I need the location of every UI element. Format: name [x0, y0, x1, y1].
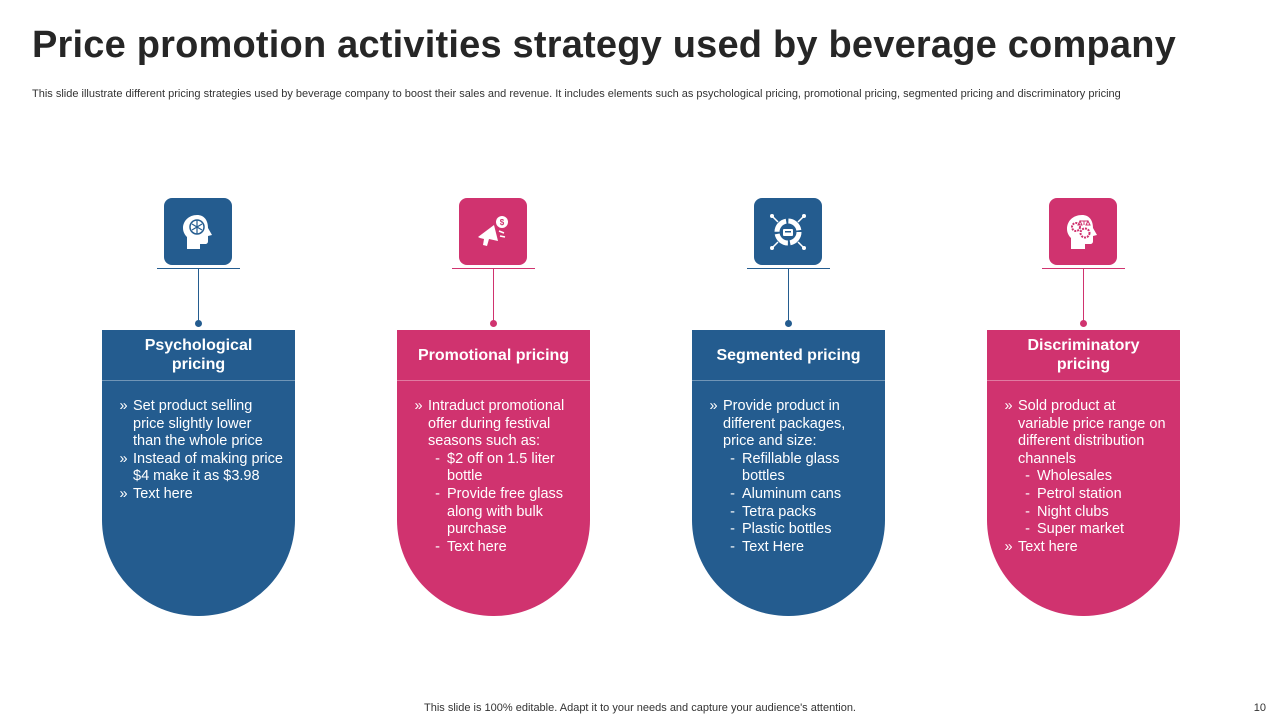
megaphone-icon: $ — [478, 215, 508, 246]
card-list: » Sold product at variable price range on… — [987, 381, 1180, 556]
list-item: - Text here — [435, 538, 507, 555]
connector-dot — [1080, 320, 1087, 327]
list-item: » Text here — [1004, 538, 1078, 555]
connector-line — [788, 269, 789, 322]
card-promotional-pricing: $ Promotional pricing » Intraduct promoti… — [397, 198, 590, 618]
connector-dot — [490, 320, 497, 327]
icon-underline — [452, 268, 535, 269]
list-item: » Text here — [119, 485, 193, 502]
connector-line — [493, 269, 494, 322]
card-body: Segmented pricing » Provide product in di… — [692, 330, 885, 616]
card-list: » Set product selling price slightly lowe… — [102, 381, 295, 504]
card-body: Psychological pricing » Set product selli… — [102, 330, 295, 616]
icon-box — [164, 198, 232, 265]
icon-box — [754, 198, 822, 265]
list-item: - Wholesales — [1025, 468, 1112, 485]
head-gears-scale-icon — [1067, 214, 1097, 249]
segment-target-icon — [770, 213, 806, 250]
card-body: Discriminatory pricing » Sold product at … — [987, 330, 1180, 616]
list-item: - Provide free glass along with bulk purc… — [435, 485, 564, 538]
page-number: 10 — [1253, 702, 1266, 714]
list-item: - Aluminum cans — [730, 485, 842, 502]
connector-line — [198, 269, 199, 322]
connector-dot — [195, 320, 202, 327]
list-item: - Tetra packs — [730, 503, 817, 520]
list-item: - Refillable glass bottles — [730, 450, 840, 485]
list-item: - Petrol station — [1025, 485, 1122, 502]
icon-underline — [157, 268, 240, 269]
card-psychological-pricing: Psychological pricing » Set product selli… — [102, 198, 295, 618]
connector-dot — [785, 320, 792, 327]
list-item: - Text Here — [730, 538, 805, 555]
footer-note: This slide is 100% editable. Adapt it to… — [424, 702, 856, 714]
svg-text:$: $ — [500, 218, 505, 227]
icon-underline — [1042, 268, 1125, 269]
list-item: » Set product selling price slightly lowe… — [119, 398, 263, 450]
card-list: » Provide product in different packages, … — [692, 381, 885, 556]
card-heading: Segmented pricing — [692, 330, 885, 381]
card-heading: Promotional pricing — [397, 330, 590, 381]
list-item: » Intraduct promotional offer during fest… — [414, 398, 565, 450]
icon-box — [1049, 198, 1117, 265]
card-body: Promotional pricing » Intraduct promotion… — [397, 330, 590, 616]
card-segmented-pricing: Segmented pricing » Provide product in di… — [692, 198, 885, 618]
page-title: Price promotion activities strategy used… — [32, 24, 1176, 66]
page-subtitle: This slide illustrate different pricing … — [32, 88, 1121, 100]
icon-underline — [747, 268, 830, 269]
connector-line — [1083, 269, 1084, 322]
list-item: » Instead of making price $4 make it as $… — [119, 450, 283, 485]
list-item: » Sold product at variable price range on… — [1004, 398, 1166, 467]
list-item: - Super market — [1025, 521, 1125, 538]
list-item: - Night clubs — [1025, 503, 1109, 520]
card-discriminatory-pricing: Discriminatory pricing » Sold product at … — [987, 198, 1180, 618]
list-item: - Plastic bottles — [730, 521, 832, 538]
card-list: » Intraduct promotional offer during fest… — [397, 381, 590, 556]
list-item: » Provide product in different packages, … — [709, 398, 846, 450]
card-heading: Psychological pricing — [102, 330, 295, 381]
card-heading: Discriminatory pricing — [987, 330, 1180, 381]
list-item: - $2 off on 1.5 liter bottle — [435, 450, 555, 485]
icon-box: $ — [459, 198, 527, 265]
brain-head-icon — [183, 214, 212, 249]
